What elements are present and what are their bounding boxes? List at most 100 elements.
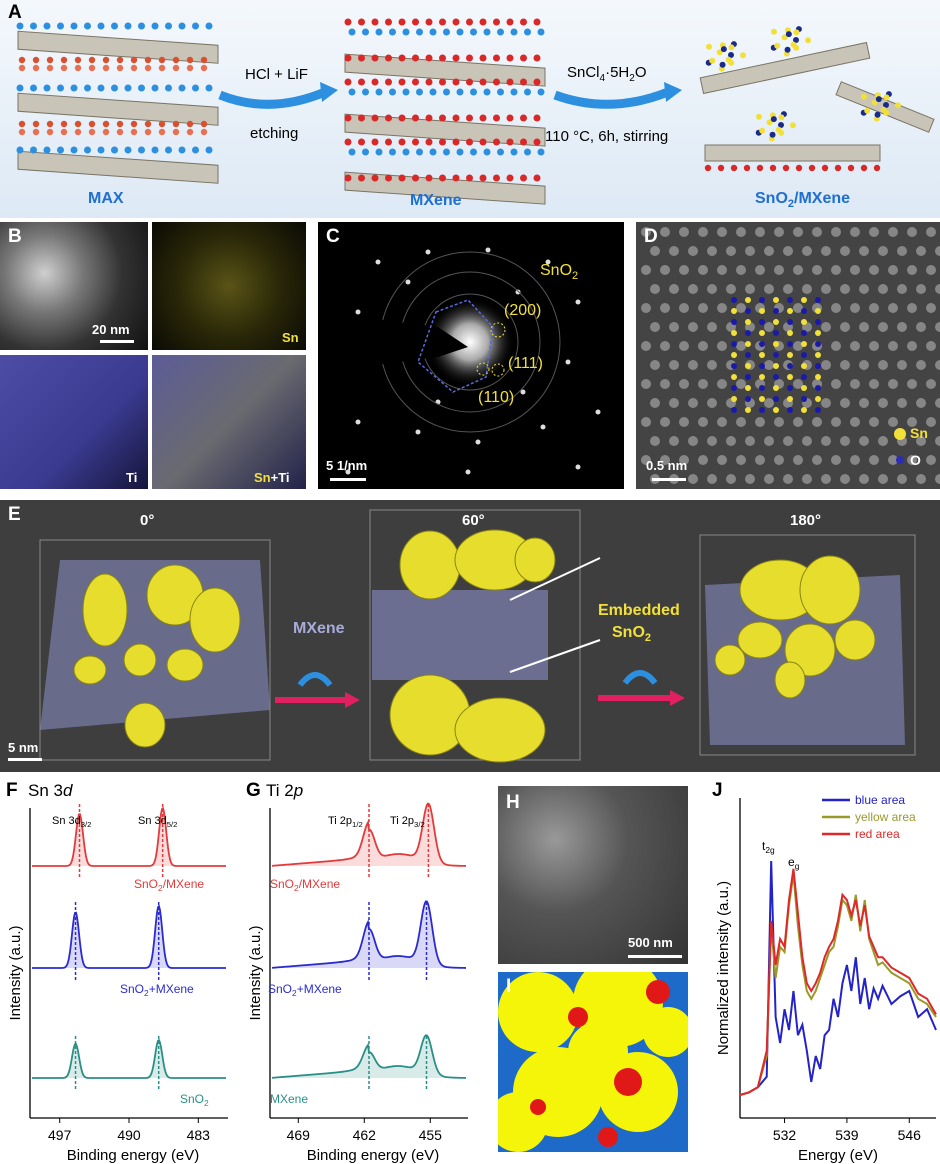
sn-cluster-atom xyxy=(774,42,781,49)
lattice-spot xyxy=(745,246,755,256)
model-atom xyxy=(745,308,751,314)
mxene-atom-o xyxy=(439,114,446,122)
t2g-label: t2g xyxy=(762,839,775,855)
step1-bottom-label: etching xyxy=(250,125,299,142)
surface-o-atom xyxy=(795,164,803,172)
yellow-region xyxy=(498,972,578,1052)
e-scale-bar xyxy=(8,758,42,761)
lattice-spot xyxy=(688,474,698,484)
max-structure xyxy=(17,30,219,184)
lattice-spot xyxy=(812,417,822,427)
mxene-atom-o xyxy=(452,78,460,86)
mxene-atom-o xyxy=(371,138,379,146)
lattice-spot xyxy=(840,474,850,484)
model-atom xyxy=(801,341,807,347)
lattice-spot xyxy=(698,379,708,389)
sn-cluster-atom xyxy=(759,127,766,134)
max-atom xyxy=(144,128,152,136)
mxene-atom-o xyxy=(358,114,365,122)
lattice-spot xyxy=(850,341,860,351)
lattice-spot xyxy=(926,227,936,237)
model-atom xyxy=(787,319,793,325)
lattice-spot xyxy=(859,474,869,484)
sn-cluster-atom xyxy=(778,122,784,128)
diffraction-spot xyxy=(540,424,546,430)
max-atom xyxy=(102,128,110,136)
max-atom xyxy=(32,56,40,64)
mxene-atom-o xyxy=(466,78,473,86)
model-atom xyxy=(731,319,737,325)
e-embedded-label: Embedded xyxy=(598,602,680,619)
mxene-atom-o xyxy=(371,54,379,62)
curve-label: SnO2+MXene xyxy=(268,982,342,998)
lattice-spot xyxy=(698,303,708,313)
h-scale-bar xyxy=(628,955,682,958)
sn-cluster-atom xyxy=(728,44,735,51)
mxene-atom-o xyxy=(385,138,392,146)
model-atom xyxy=(731,363,737,369)
x-tick-label: 469 xyxy=(287,1127,311,1143)
surface-o-atom xyxy=(717,164,725,172)
f-title: Sn 3d xyxy=(28,781,72,801)
mxene-atom-ti xyxy=(470,88,477,96)
peak2-label: Sn 3d5/2 xyxy=(138,815,177,829)
lattice-spot xyxy=(745,474,755,484)
lattice-spot xyxy=(859,246,869,256)
lattice-spot xyxy=(812,265,822,275)
mxene-atom-ti xyxy=(362,148,369,156)
mxene-atom-o xyxy=(493,114,500,122)
max-atom xyxy=(18,64,26,72)
surface-o-atom xyxy=(756,164,764,172)
surface-o-atom xyxy=(808,164,816,172)
panel-b-overlay-map xyxy=(152,355,306,489)
panel-a-schematic xyxy=(16,18,935,205)
lattice-spot xyxy=(840,360,850,370)
sn-cluster-atom xyxy=(769,131,776,138)
b-overlay-label: Sn+Ti xyxy=(254,470,290,485)
curve-label: SnO2+MXene xyxy=(120,982,194,998)
atom-model-overlay xyxy=(731,297,821,413)
sno2-particles-180 xyxy=(714,555,876,699)
b-scale-bar xyxy=(100,340,134,343)
model-atom xyxy=(745,407,751,413)
lattice-spot xyxy=(717,227,727,237)
model-atom xyxy=(815,396,821,402)
c-phase-main: SnO xyxy=(540,262,573,279)
max-atom xyxy=(60,56,68,64)
mxene-atom-ti xyxy=(510,148,518,156)
mxene-atom-o xyxy=(479,54,487,62)
mxene-atom-ti xyxy=(524,28,531,36)
sn-cluster-atom xyxy=(720,46,727,53)
max-atom-ti xyxy=(151,146,159,154)
lattice-spot xyxy=(926,265,936,275)
lattice-spot xyxy=(698,341,708,351)
max-atom xyxy=(74,120,82,128)
model-atom xyxy=(759,341,765,347)
c-phase-label: SnO2 xyxy=(540,262,578,282)
diffraction-spot xyxy=(355,309,361,315)
mxene-atom-ti xyxy=(510,28,518,36)
lattice-spot xyxy=(802,284,812,294)
h-scale-label: 500 nm xyxy=(628,935,673,950)
mxene-atom-o xyxy=(506,138,514,146)
lattice-spot xyxy=(888,341,898,351)
g-title: Ti 2p xyxy=(266,781,303,801)
lattice-spot xyxy=(878,360,888,370)
lattice-spot xyxy=(764,436,774,446)
mxene-atom-ti xyxy=(348,88,356,96)
sn-cluster-atom xyxy=(874,111,881,118)
mxene-atom-ti xyxy=(537,28,545,36)
b-overlay-sn: Sn xyxy=(254,470,271,485)
lattice-spot xyxy=(831,341,841,351)
b-overlay-ti: Ti xyxy=(278,470,290,485)
lattice-spot xyxy=(641,341,651,351)
x-axis-label: Binding energy (eV) xyxy=(67,1147,200,1164)
max-atom xyxy=(88,120,96,128)
lattice-spot xyxy=(698,227,708,237)
mxene-atom-o xyxy=(439,138,446,146)
lattice-spot xyxy=(660,303,670,313)
model-atom xyxy=(801,396,807,402)
model-atom xyxy=(787,385,793,391)
lattice-spot xyxy=(916,284,926,294)
lattice-spot xyxy=(679,303,689,313)
